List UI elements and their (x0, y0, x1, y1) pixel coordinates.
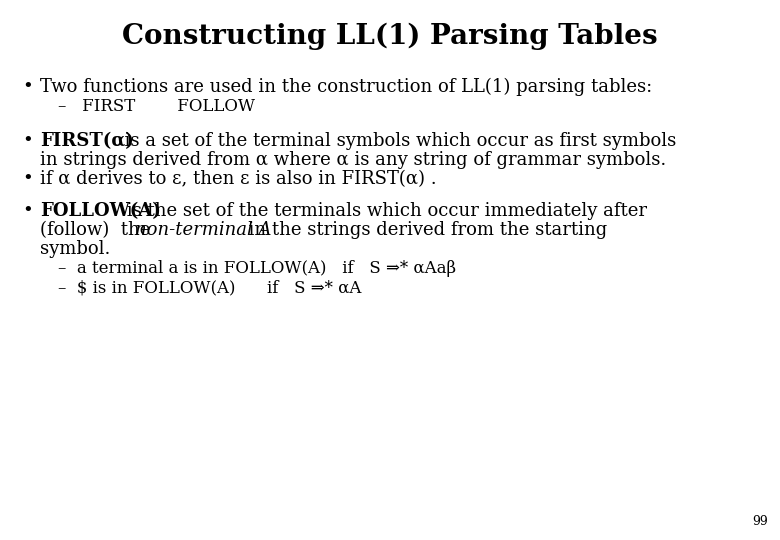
Text: (follow)  the: (follow) the (40, 221, 156, 239)
Text: 99: 99 (752, 515, 768, 528)
Text: •: • (22, 132, 33, 150)
Text: Two functions are used in the construction of LL(1) parsing tables:: Two functions are used in the constructi… (40, 78, 652, 96)
Text: •: • (22, 78, 33, 96)
Text: –  $ is in FOLLOW(A)      if   S ⇒* αA: – $ is in FOLLOW(A) if S ⇒* αA (58, 279, 361, 296)
Text: •: • (22, 170, 33, 188)
Text: is a set of the terminal symbols which occur as first symbols: is a set of the terminal symbols which o… (113, 132, 676, 150)
Text: Constructing LL(1) Parsing Tables: Constructing LL(1) Parsing Tables (122, 23, 658, 50)
Text: –   FIRST        FOLLOW: – FIRST FOLLOW (58, 98, 255, 115)
Text: in the strings derived from the starting: in the strings derived from the starting (237, 221, 608, 239)
Text: is the set of the terminals which occur immediately after: is the set of the terminals which occur … (121, 202, 647, 220)
Text: if α derives to ε, then ε is also in FIRST(α) .: if α derives to ε, then ε is also in FIR… (40, 170, 437, 188)
Text: –  a terminal a is in FOLLOW(A)   if   S ⇒* αAaβ: – a terminal a is in FOLLOW(A) if S ⇒* α… (58, 260, 456, 277)
Text: non-terminal A: non-terminal A (135, 221, 271, 239)
Text: •: • (22, 202, 33, 220)
Text: FIRST(α): FIRST(α) (40, 132, 133, 150)
Text: in strings derived from α where α is any string of grammar symbols.: in strings derived from α where α is any… (40, 151, 666, 169)
Text: FOLLOW(A): FOLLOW(A) (40, 202, 161, 220)
Text: symbol.: symbol. (40, 240, 111, 258)
